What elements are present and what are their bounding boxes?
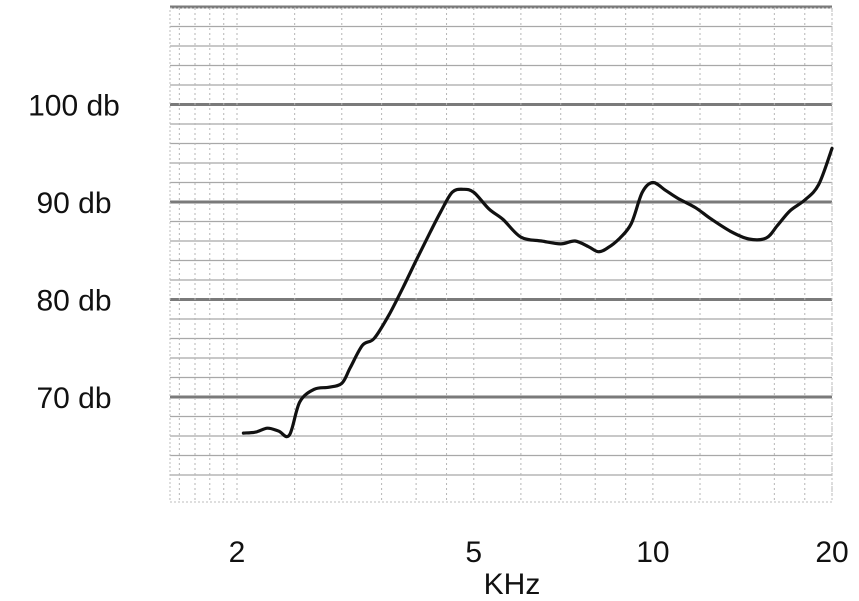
series-layer [241, 146, 834, 439]
y-tick-label: 70 db [36, 382, 111, 415]
y-tick-label: 90 db [36, 187, 111, 220]
x-axis-label: KHz [484, 568, 541, 601]
plot-frame [169, 7, 833, 503]
x-tick-label: 5 [465, 536, 482, 569]
y-axis-ticks: 70 db 80 db 90 db 100 db [28, 90, 120, 416]
y-tick-label: 80 db [36, 285, 111, 318]
y-tick-label: 100 db [28, 90, 120, 123]
x-tick-label: 2 [229, 536, 246, 569]
grid [169, 5, 833, 503]
x-tick-label: 10 [636, 536, 669, 569]
series-line-0 [241, 146, 834, 439]
x-axis-ticks: 2 5 10 20 [229, 536, 849, 569]
x-tick-label: 20 [815, 536, 848, 569]
